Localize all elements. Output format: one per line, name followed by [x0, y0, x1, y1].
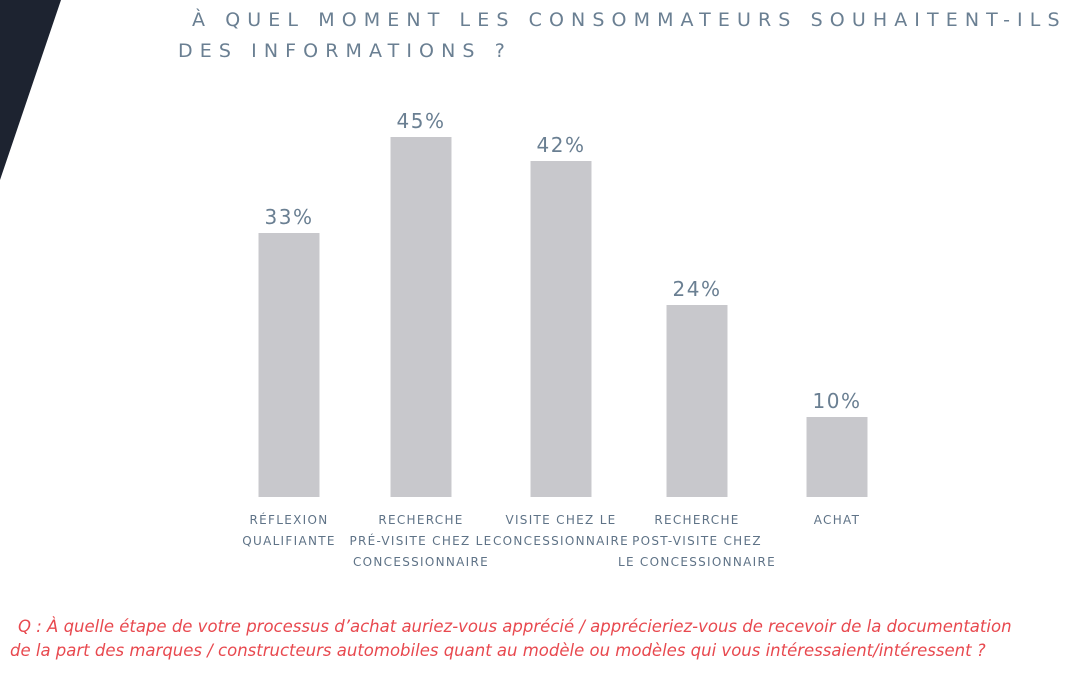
- bar-value-label-5: 10%: [813, 389, 862, 413]
- category-label-5-line-1: ACHAT: [814, 513, 861, 527]
- category-label-2-line-2: PRÉ-VISITE CHEZ LE: [349, 533, 492, 548]
- bar-value-label-3: 42%: [537, 133, 586, 157]
- bar-2: [390, 137, 452, 497]
- bar-chart: 33% RÉFLEXION QUALIFIANTE 45% RECHERCHE PRÉ-V…: [242, 109, 868, 569]
- chart-title-line-2: DES INFORMATIONS ?: [178, 40, 512, 62]
- category-label-1-line-2: QUALIFIANTE: [242, 534, 336, 548]
- category-label-4-line-3: LE CONCESSIONNAIRE: [618, 555, 776, 569]
- bar-4: [666, 305, 728, 497]
- bar-1: [258, 233, 320, 497]
- chart-title-line-1: À QUEL MOMENT LES CONSOMMATEURS SOUHAITE…: [192, 9, 1067, 31]
- category-label-3-line-2: CONCESSIONNAIRE: [493, 534, 629, 548]
- bar-value-label-4: 24%: [673, 277, 722, 301]
- category-label-4-line-2: POST-VISITE CHEZ: [632, 534, 762, 548]
- category-label-2-line-1: RECHERCHE: [378, 513, 463, 527]
- category-label-4-line-1: RECHERCHE: [654, 513, 739, 527]
- question-footnote-line-2: de la part des marques / constructeurs a…: [10, 641, 986, 660]
- bar-value-label-2: 45%: [397, 109, 446, 133]
- category-label-2-line-3: CONCESSIONNAIRE: [353, 555, 489, 569]
- category-label-3-line-1: VISITE CHEZ LE: [505, 513, 616, 527]
- bar-5: [806, 417, 868, 497]
- question-footnote-line-1: Q : À quelle étape de votre processus d’…: [18, 617, 1012, 636]
- corner-dark-shape: [0, 0, 61, 180]
- category-label-1-line-1: RÉFLEXION: [250, 512, 329, 527]
- bar-3: [530, 161, 592, 497]
- corner-decoration: [0, 0, 61, 180]
- bar-value-label-1: 33%: [265, 205, 314, 229]
